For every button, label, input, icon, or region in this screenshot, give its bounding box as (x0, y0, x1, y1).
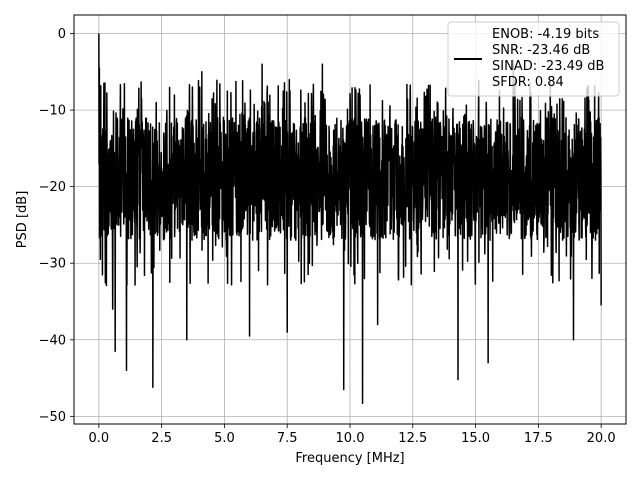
x-tick-label: 10.0 (336, 431, 365, 446)
legend-enob: ENOB: -4.19 bits (492, 27, 599, 42)
y-tick-label: −20 (39, 180, 66, 195)
x-tick-label: 2.5 (151, 431, 172, 446)
x-tick-label: 17.5 (524, 431, 553, 446)
psd-series (98, 33, 602, 405)
x-tick-label: 0.0 (89, 431, 110, 446)
y-axis-label: PSD [dB] (15, 191, 30, 249)
legend-sfdr: SFDR: 0.84 (492, 75, 564, 90)
legend-snr: SNR: -23.46 dB (492, 43, 590, 58)
x-tick-label: 15.0 (461, 431, 490, 446)
legend-box (447, 21, 620, 97)
x-tick-label: 20.0 (587, 431, 616, 446)
y-tick-label: −50 (39, 410, 66, 425)
x-axis-ticks: 0.0 2.5 5.0 7.5 10.0 12.5 15.0 17.5 20.0 (89, 424, 616, 446)
x-tick-label: 7.5 (277, 431, 298, 446)
y-tick-label: −40 (39, 333, 66, 348)
x-tick-label: 12.5 (398, 431, 427, 446)
y-tick-label: 0 (58, 27, 66, 42)
legend: ENOB: -4.19 bits SNR: -23.46 dB SINAD: -… (447, 21, 620, 97)
legend-sinad: SINAD: -23.49 dB (492, 59, 604, 74)
y-tick-label: −10 (39, 104, 66, 119)
x-tick-label: 5.0 (214, 431, 235, 446)
x-axis-label: Frequency [MHz] (295, 451, 404, 466)
psd-line (98, 33, 602, 405)
y-tick-label: −30 (39, 257, 66, 272)
y-axis-ticks: 0 −10 −20 −30 −40 −50 (39, 27, 74, 425)
